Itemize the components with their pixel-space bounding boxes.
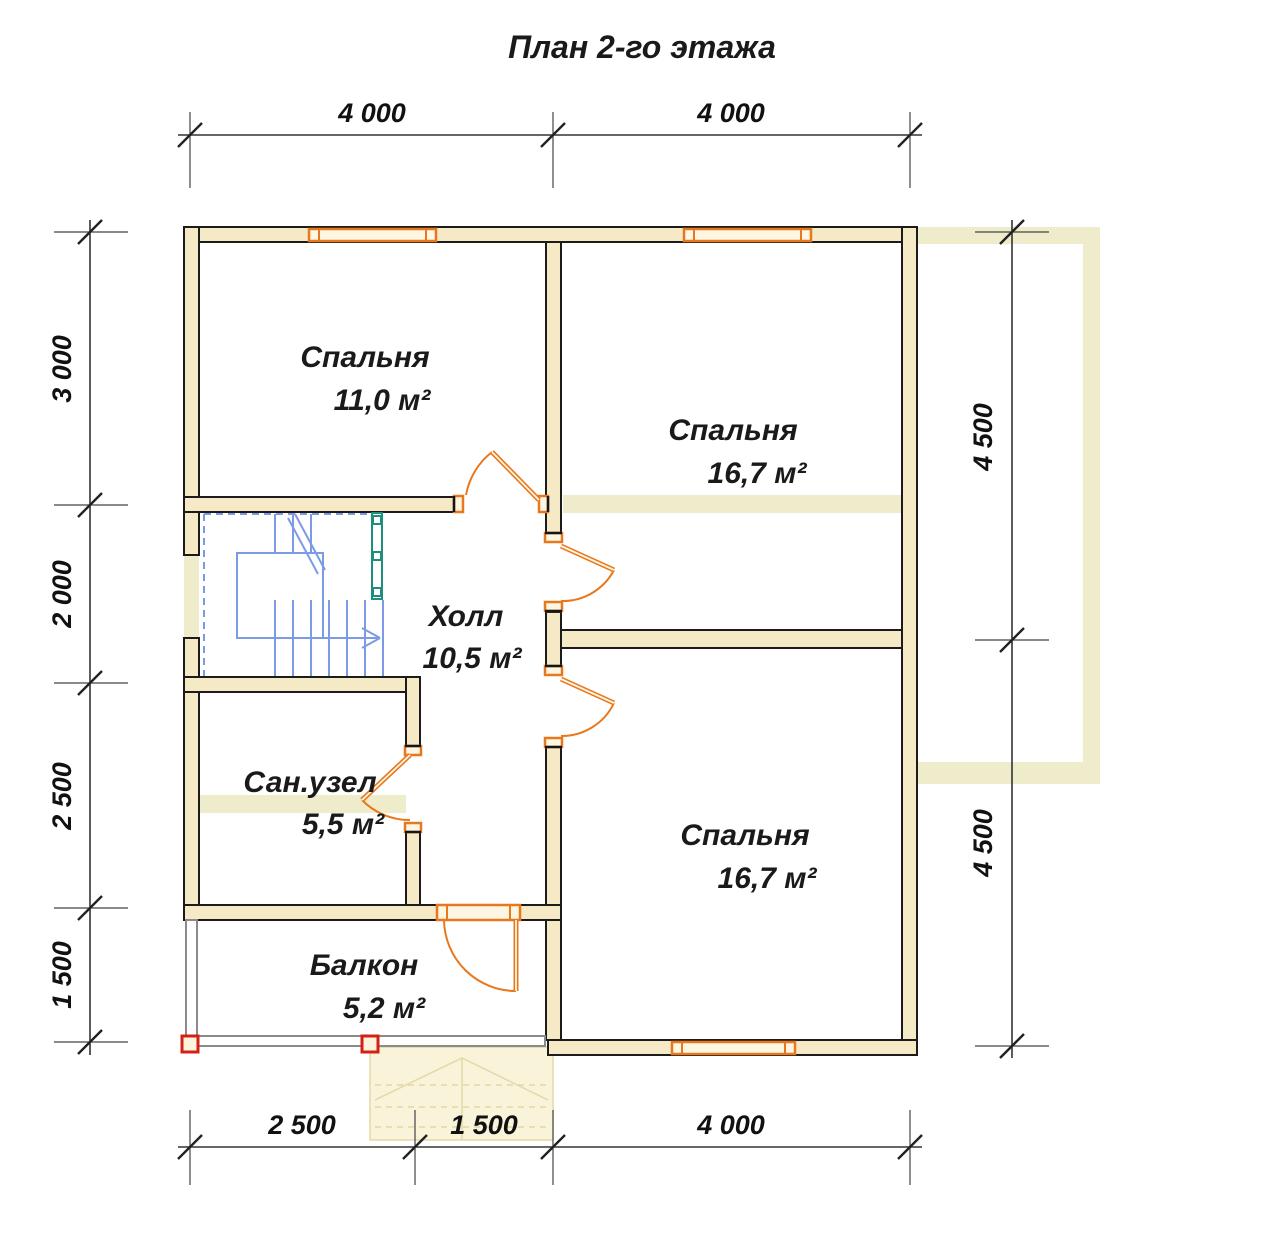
doors — [360, 450, 616, 992]
wall-hall-bottom-right — [519, 904, 562, 921]
room-hall-name: Холл — [427, 600, 504, 633]
room-balcony-area: 5,2 м² — [343, 992, 426, 1025]
room-labels: Спальня 11,0 м² Спальня 16,7 м² Холл 10,… — [243, 341, 817, 1025]
room-bedroom2-area: 16,7 м² — [708, 457, 808, 490]
door-bedroom1 — [452, 450, 550, 514]
door-bedroom2 — [543, 531, 616, 613]
room-bedroom2-name: Спальня — [668, 414, 798, 447]
balcony-post-middle — [360, 1034, 380, 1054]
dim-bottom-3: 4 000 — [696, 1110, 765, 1140]
room-bedroom3-area: 16,7 м² — [718, 862, 818, 895]
door-bathroom — [360, 744, 423, 834]
wall-bedroom3-left — [545, 919, 562, 1041]
door-balcony — [435, 903, 522, 992]
ghost-band-bedroom2 — [563, 495, 902, 513]
dim-left-3: 2 500 — [47, 762, 77, 831]
page-title: План 2-го этажа — [508, 29, 776, 65]
room-bedroom1-area: 11,0 м² — [334, 384, 432, 417]
dimension-left: 3 000 2 000 2 500 1 500 — [47, 219, 128, 1055]
ghost-band-right-bottom — [917, 762, 1100, 784]
room-hall-area: 10,5 м² — [423, 642, 523, 675]
dim-right-2: 4 500 — [968, 809, 998, 878]
staircase — [203, 512, 384, 676]
dim-left-2: 2 000 — [47, 560, 77, 629]
wall-central-upper — [545, 241, 562, 534]
wall-bedroom1-bottom — [183, 496, 458, 513]
wall-exterior-left-upper — [183, 226, 200, 556]
ghost-left-wall-segment — [184, 555, 199, 638]
wall-central-mid — [545, 611, 562, 667]
room-bedroom3-name: Спальня — [680, 819, 810, 852]
windows — [307, 227, 813, 1056]
wall-between-right-bedrooms — [560, 629, 903, 649]
dim-top-2: 4 000 — [696, 98, 765, 128]
room-bathroom-area: 5,5 м² — [302, 808, 385, 841]
window-bedroom3 — [670, 1040, 797, 1056]
window-bedroom1 — [307, 227, 438, 243]
door-bedroom3 — [543, 664, 616, 749]
wall-bathroom-right-upper — [405, 676, 421, 756]
dim-left-1: 3 000 — [47, 335, 77, 403]
dimension-right: 4 500 4 500 — [968, 219, 1049, 1059]
window-bedroom2 — [682, 227, 813, 243]
room-balcony-name: Балкон — [310, 949, 419, 982]
ghost-band-right — [1083, 227, 1100, 784]
wall-central-lower — [545, 746, 562, 908]
ghost-overlays — [184, 227, 1100, 1141]
dim-bottom-1: 2 500 — [267, 1110, 336, 1140]
stair-direction-arrow — [240, 627, 381, 649]
stair-break-line — [294, 513, 326, 571]
dimension-bottom: 2 500 1 500 4 000 — [177, 1110, 923, 1185]
wall-exterior-right — [901, 226, 918, 1056]
walls — [183, 226, 918, 1056]
dim-bottom-2: 1 500 — [450, 1110, 518, 1140]
wall-bathroom-top — [183, 676, 421, 693]
wall-hall-bottom-left — [183, 904, 438, 921]
dim-left-4: 1 500 — [47, 941, 77, 1009]
room-bedroom1-name: Спальня — [300, 341, 430, 374]
balcony-post-left — [180, 1034, 200, 1054]
balcony-rail-left — [185, 919, 198, 1041]
balcony-railing — [180, 919, 546, 1054]
dimension-top: 4 000 4 000 — [177, 98, 923, 188]
ghost-band-bathroom — [200, 795, 406, 813]
dim-right-1: 4 500 — [968, 403, 998, 472]
room-bathroom-name: Сан.узел — [243, 766, 377, 799]
dim-top-1: 4 000 — [337, 98, 406, 128]
stair-railing — [371, 512, 383, 600]
